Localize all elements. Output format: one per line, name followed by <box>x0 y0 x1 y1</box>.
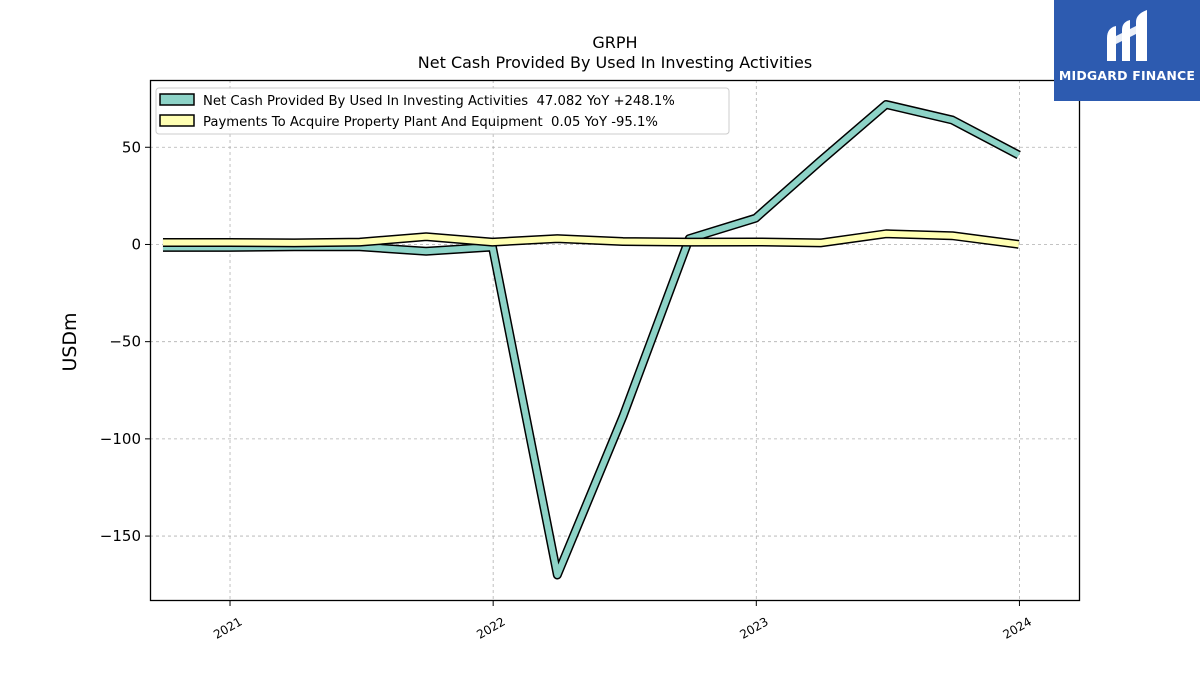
x-tick-label: 2024 <box>1000 614 1033 641</box>
legend-label-ppe: Payments To Acquire Property Plant And E… <box>203 115 658 130</box>
y-axis-label: USDm <box>59 312 81 371</box>
tick-layer: 50 0 −50 −100 −150 2021 2022 2023 2024 <box>100 138 1034 642</box>
x-tick-label: 2021 <box>211 614 244 641</box>
legend-box <box>155 87 730 135</box>
midgard-m-logo-icon <box>1107 10 1147 61</box>
series-line-outline-net-cash <box>162 99 1021 580</box>
legend: Net Cash Provided By Used In Investing A… <box>155 87 730 135</box>
y-tick-label: −150 <box>100 527 141 545</box>
chart-subtitle: Net Cash Provided By Used In Investing A… <box>418 53 812 72</box>
series-line-ppe <box>162 230 1020 248</box>
brand-logo: MIDGARD FINANCE <box>1054 0 1200 101</box>
x-tick-label: 2023 <box>737 614 770 641</box>
series-layer <box>162 99 1021 580</box>
legend-swatch-ppe <box>159 114 195 127</box>
legend-swatch-net-cash <box>159 93 195 106</box>
y-tick-label: 50 <box>122 138 141 156</box>
plot-frame <box>149 79 1081 602</box>
x-tick-label: 2022 <box>474 614 507 641</box>
brand-name: MIDGARD FINANCE <box>1058 68 1196 83</box>
grid-layer <box>150 80 1080 601</box>
y-tick-label: 0 <box>131 235 141 253</box>
y-tick-label: −100 <box>100 430 141 448</box>
chart-title: GRPH <box>592 33 637 52</box>
y-tick-label: −50 <box>109 333 141 351</box>
legend-label-net-cash: Net Cash Provided By Used In Investing A… <box>203 94 675 109</box>
